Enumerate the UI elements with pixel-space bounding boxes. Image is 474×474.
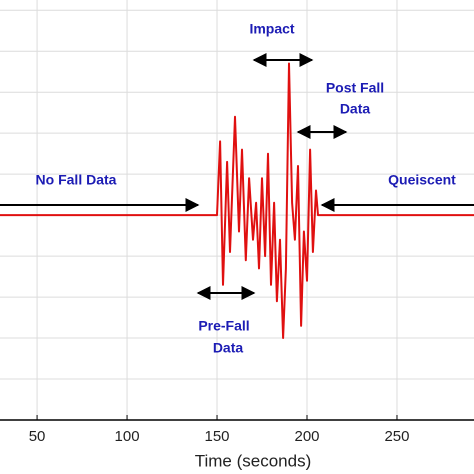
x-tick-label: 100 [115, 428, 140, 445]
annotation: Queiscent [388, 172, 456, 188]
x-axis-label: Time (seconds) [195, 451, 312, 470]
annotation: Impact [249, 21, 294, 37]
annotations: Impact Post Fall Data No Fall Data Queis… [0, 21, 474, 356]
x-tick-label: 50 [29, 428, 46, 445]
annotation: Post Fall [326, 80, 384, 96]
annotation: Pre-Fall [198, 318, 249, 334]
line [0, 62, 474, 339]
annotation: Data [213, 340, 244, 356]
annotation: No Fall Data [36, 172, 117, 188]
x-tick-label: 200 [294, 428, 319, 445]
annotation: Data [340, 101, 371, 117]
grid: 50100150200250300 [0, 0, 474, 445]
x-tick-label: 250 [384, 428, 409, 445]
x-tick-label: 150 [205, 428, 230, 445]
marks [0, 62, 474, 339]
